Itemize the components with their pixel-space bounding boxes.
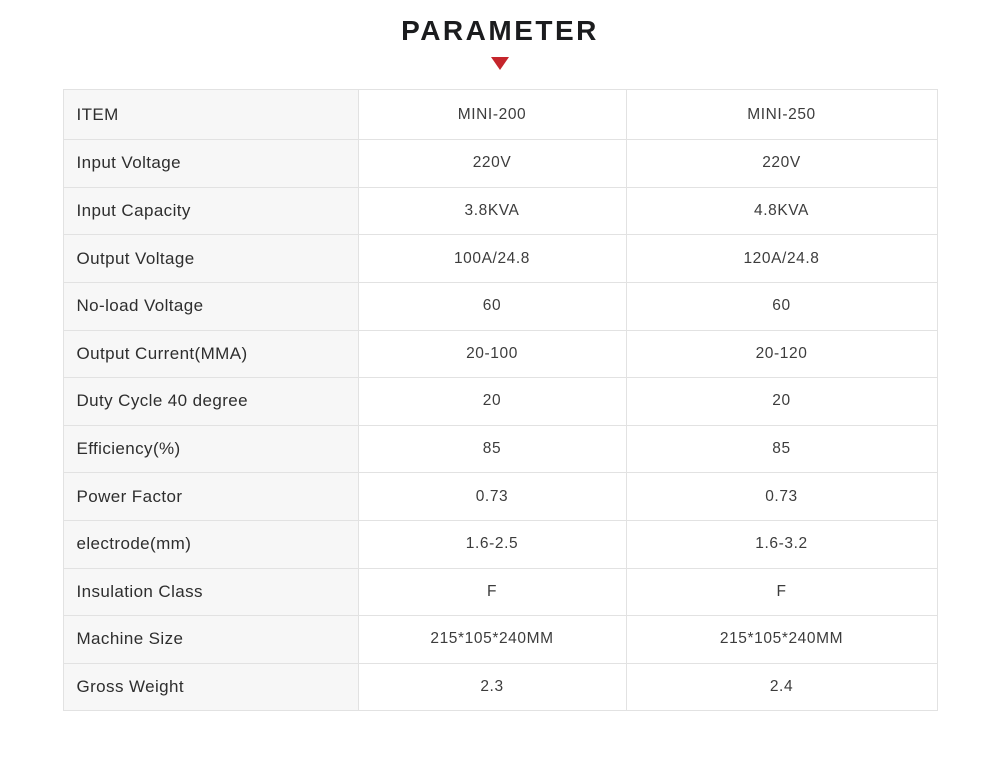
row-value-mini-200: 215*105*240MM <box>357 615 627 664</box>
row-value-mini-200: 3.8KVA <box>357 186 627 236</box>
row-label: Gross Weight <box>62 662 359 712</box>
row-label: Output Current(MMA) <box>62 329 359 379</box>
table-row: Output Current(MMA) 20-100 20-120 <box>62 329 938 379</box>
row-value-mini-250: 20-120 <box>625 329 938 379</box>
table-header-row: ITEM MINI-200 MINI-250 <box>62 89 938 141</box>
row-value-mini-250: F <box>625 567 938 617</box>
row-value-mini-250: 4.8KVA <box>625 186 938 236</box>
row-value-mini-250: 60 <box>625 281 938 331</box>
table-row: Input Voltage 220V 220V <box>62 139 938 188</box>
row-label: No-load Voltage <box>62 281 359 331</box>
down-triangle-icon <box>491 57 509 71</box>
row-value-mini-200: 85 <box>357 424 627 474</box>
row-value-mini-200: 20 <box>357 377 627 426</box>
page-title: PARAMETER <box>401 15 599 46</box>
table-row: Gross Weight 2.3 2.4 <box>62 662 938 712</box>
page-header: PARAMETER <box>0 0 1000 71</box>
row-value-mini-200: 100A/24.8 <box>357 234 627 283</box>
row-label: electrode(mm) <box>62 519 359 569</box>
row-label: Duty Cycle 40 degree <box>62 377 359 426</box>
row-label: Input Capacity <box>62 186 359 236</box>
row-value-mini-250: 2.4 <box>625 662 938 712</box>
row-value-mini-200: 0.73 <box>357 472 627 521</box>
parameter-table: ITEM MINI-200 MINI-250 Input Voltage 220… <box>62 89 938 712</box>
table-row: Machine Size 215*105*240MM 215*105*240MM <box>62 615 938 664</box>
table-row: Duty Cycle 40 degree 20 20 <box>62 377 938 426</box>
table-row: electrode(mm) 1.6-2.5 1.6-3.2 <box>62 519 938 569</box>
column-header-mini-200: MINI-200 <box>357 89 627 141</box>
row-value-mini-250: 0.73 <box>625 472 938 521</box>
row-value-mini-250: 1.6-3.2 <box>625 519 938 569</box>
row-value-mini-200: F <box>357 567 627 617</box>
table-row: No-load Voltage 60 60 <box>62 281 938 331</box>
row-value-mini-200: 60 <box>357 281 627 331</box>
row-label: Machine Size <box>62 615 359 664</box>
row-value-mini-250: 220V <box>625 139 938 188</box>
row-value-mini-200: 220V <box>357 139 627 188</box>
table-row: Insulation Class F F <box>62 567 938 617</box>
row-value-mini-200: 20-100 <box>357 329 627 379</box>
row-value-mini-200: 2.3 <box>357 662 627 712</box>
row-value-mini-250: 85 <box>625 424 938 474</box>
row-label: Insulation Class <box>62 567 359 617</box>
row-label: Power Factor <box>62 472 359 521</box>
row-value-mini-250: 215*105*240MM <box>625 615 938 664</box>
table-row: Output Voltage 100A/24.8 120A/24.8 <box>62 234 938 283</box>
row-label: Input Voltage <box>62 139 359 188</box>
table-row: Power Factor 0.73 0.73 <box>62 472 938 521</box>
table-row: Input Capacity 3.8KVA 4.8KVA <box>62 186 938 236</box>
row-value-mini-250: 120A/24.8 <box>625 234 938 283</box>
row-value-mini-250: 20 <box>625 377 938 426</box>
row-label: Efficiency(%) <box>62 424 359 474</box>
row-label: Output Voltage <box>62 234 359 283</box>
column-header-item: ITEM <box>62 89 359 141</box>
row-value-mini-200: 1.6-2.5 <box>357 519 627 569</box>
table-row: Efficiency(%) 85 85 <box>62 424 938 474</box>
column-header-mini-250: MINI-250 <box>625 89 938 141</box>
